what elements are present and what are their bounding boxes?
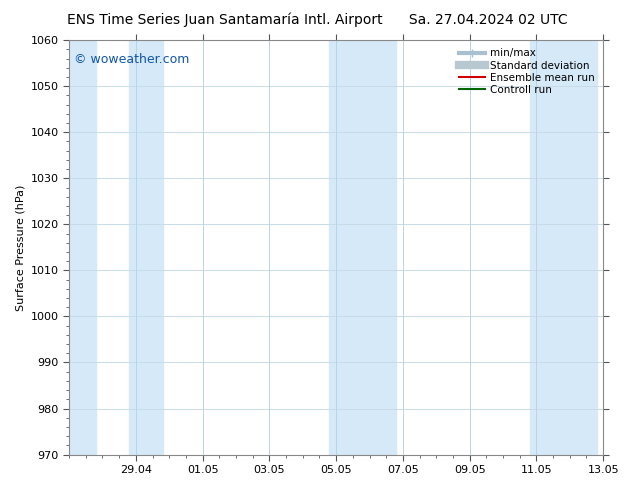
Text: ENS Time Series Juan Santamaría Intl. Airport      Sa. 27.04.2024 02 UTC: ENS Time Series Juan Santamaría Intl. Ai…: [67, 12, 567, 27]
Text: © woweather.com: © woweather.com: [74, 52, 190, 66]
Bar: [530, 40, 597, 455]
Bar: [129, 40, 162, 455]
Bar: [330, 40, 396, 455]
Bar: [69, 40, 96, 455]
Y-axis label: Surface Pressure (hPa): Surface Pressure (hPa): [15, 184, 25, 311]
Legend: min/max, Standard deviation, Ensemble mean run, Controll run: min/max, Standard deviation, Ensemble me…: [456, 46, 598, 98]
